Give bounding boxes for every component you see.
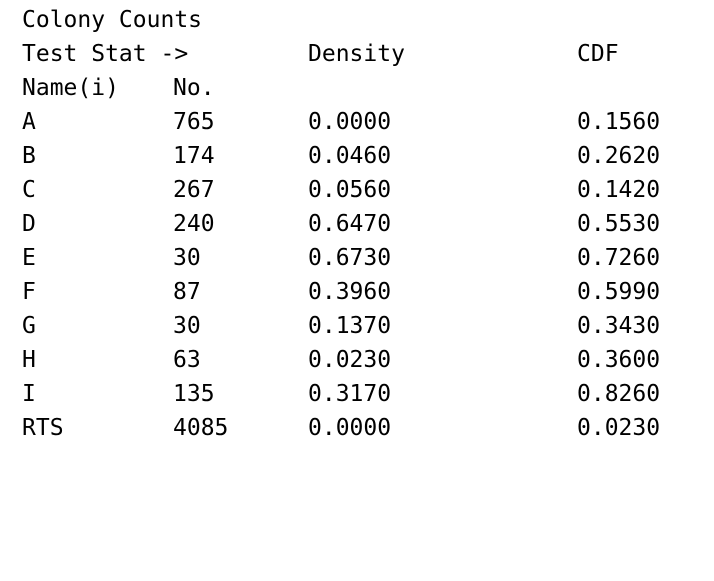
row-density: 0.6730 xyxy=(308,245,392,271)
row-cdf: 0.1420 xyxy=(577,177,661,203)
row-density: 0.6470 xyxy=(308,211,392,237)
table-row: G 30 0.1370 0.3430 xyxy=(0,309,660,343)
row-cdf: 0.5530 xyxy=(577,211,661,237)
row-count: 4085 xyxy=(173,415,229,441)
row-count: 63 xyxy=(173,347,201,373)
table-row: E 30 0.6730 0.7260 xyxy=(0,241,660,275)
no-header: No. xyxy=(173,75,215,101)
name-header: Name(i) xyxy=(22,75,119,101)
row-count: 87 xyxy=(173,279,201,305)
row-count: 267 xyxy=(173,177,215,203)
row-count: 30 xyxy=(173,245,201,271)
table-row: F 87 0.3960 0.5990 xyxy=(0,275,660,309)
row-name: I xyxy=(22,381,36,407)
row-name: H xyxy=(22,347,36,373)
row-name: C xyxy=(22,177,36,203)
row-count: 30 xyxy=(173,313,201,339)
row-cdf: 0.8260 xyxy=(577,381,661,407)
row-density: 0.0000 xyxy=(308,415,392,441)
row-name: RTS xyxy=(22,415,64,441)
header-row-stat: Test Stat -> Density CDF xyxy=(0,37,619,71)
table-row: A 765 0.0000 0.1560 xyxy=(0,105,660,139)
table-row: I 135 0.3170 0.8260 xyxy=(0,377,660,411)
row-density: 0.3170 xyxy=(308,381,392,407)
row-density: 0.0460 xyxy=(308,143,392,169)
table-row: RTS 4085 0.0000 0.0230 xyxy=(0,411,660,445)
row-name: B xyxy=(22,143,36,169)
table-title: Colony Counts xyxy=(22,7,203,33)
row-name: D xyxy=(22,211,36,237)
row-count: 765 xyxy=(173,109,215,135)
row-cdf: 0.3430 xyxy=(577,313,661,339)
header-row-name: Name(i) No. xyxy=(0,71,215,105)
table-row: H 63 0.0230 0.3600 xyxy=(0,343,660,377)
row-name: G xyxy=(22,313,36,339)
row-cdf: 0.1560 xyxy=(577,109,661,135)
row-density: 0.0230 xyxy=(308,347,392,373)
row-density: 0.1370 xyxy=(308,313,392,339)
table-row: D 240 0.6470 0.5530 xyxy=(0,207,660,241)
row-count: 174 xyxy=(173,143,215,169)
row-density: 0.0000 xyxy=(308,109,392,135)
row-density: 0.0560 xyxy=(308,177,392,203)
cdf-header: CDF xyxy=(577,41,619,67)
row-cdf: 0.0230 xyxy=(577,415,661,441)
row-count: 135 xyxy=(173,381,215,407)
row-name: E xyxy=(22,245,36,271)
row-name: A xyxy=(22,109,36,135)
table-row: C 267 0.0560 0.1420 xyxy=(0,173,660,207)
title-line: Colony Counts xyxy=(0,3,202,37)
row-cdf: 0.5990 xyxy=(577,279,661,305)
row-name: F xyxy=(22,279,36,305)
density-header: Density xyxy=(308,41,405,67)
test-stat-label: Test Stat -> xyxy=(22,41,189,67)
table-row: B 174 0.0460 0.2620 xyxy=(0,139,660,173)
row-cdf: 0.3600 xyxy=(577,347,661,373)
row-cdf: 0.2620 xyxy=(577,143,661,169)
row-cdf: 0.7260 xyxy=(577,245,661,271)
row-density: 0.3960 xyxy=(308,279,392,305)
row-count: 240 xyxy=(173,211,215,237)
